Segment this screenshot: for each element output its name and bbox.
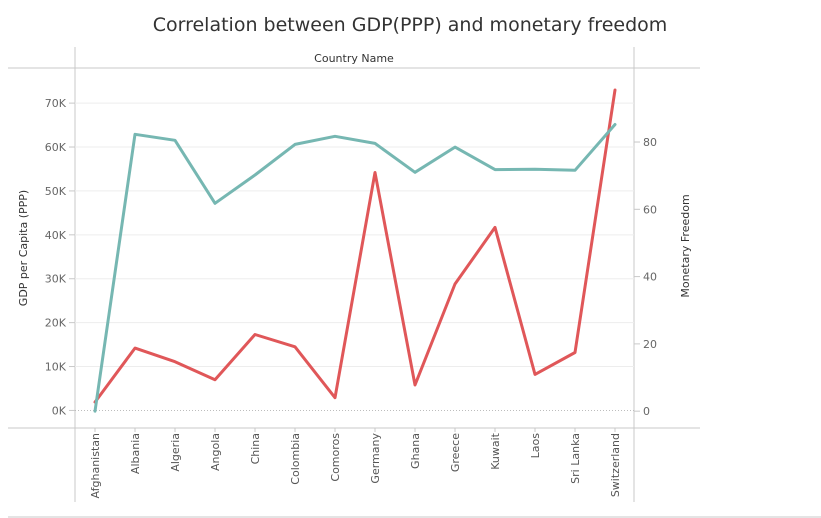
monetary-freedom-point: [494, 168, 497, 171]
column-header: Country Name: [314, 52, 394, 65]
gdp-point: [534, 373, 537, 376]
category-label: Ghana: [409, 433, 422, 469]
gdp-point: [294, 345, 297, 348]
category-label: Albania: [129, 433, 142, 474]
category-label: Switzerland: [609, 433, 622, 497]
right-tick-label: 40: [643, 271, 657, 284]
monetary-freedom-point: [174, 139, 177, 142]
category-label: Laos: [529, 433, 542, 459]
category-label: Comoros: [329, 433, 342, 482]
gdp-point: [494, 226, 497, 229]
monetary-freedom-point: [294, 143, 297, 146]
gdp-point: [214, 378, 217, 381]
chart-title: Correlation between GDP(PPP) and monetar…: [153, 14, 668, 36]
monetary-freedom-point: [254, 173, 257, 176]
category-label: Greece: [449, 433, 462, 472]
category-label: Sri Lanka: [569, 433, 582, 484]
gridlines: [75, 102, 634, 411]
category-label: Colombia: [289, 433, 302, 485]
gdp-point: [414, 383, 417, 386]
category-label: Afghanistan: [89, 433, 102, 499]
series-layer: [93, 88, 617, 413]
left-axis-ticks: 0K 10K 20K 30K 40K 50K 60K 70K: [45, 97, 75, 417]
left-tick-label: 70K: [45, 97, 67, 110]
category-label: Kuwait: [489, 432, 502, 469]
right-tick-label: 0: [643, 405, 650, 418]
monetary-freedom-point: [134, 133, 137, 136]
right-tick-label: 80: [643, 136, 657, 149]
category-label: China: [249, 433, 262, 464]
left-axis-title: GDP per Capita (PPP): [17, 190, 30, 306]
gdp-series-line: [93, 88, 617, 404]
category-label: Germany: [369, 433, 382, 484]
left-tick-label: 20K: [45, 317, 67, 330]
right-tick-label: 60: [643, 203, 657, 216]
monetary-freedom-point: [454, 146, 457, 149]
gdp-point: [174, 360, 177, 363]
monetary-freedom-point: [414, 171, 417, 174]
plot-frame: [8, 47, 821, 518]
monetary-freedom-point: [614, 123, 617, 126]
left-tick-label: 40K: [45, 229, 67, 242]
left-tick-label: 60K: [45, 141, 67, 154]
left-tick-label: 10K: [45, 361, 67, 374]
gdp-point: [334, 396, 337, 399]
monetary-freedom-point: [534, 168, 537, 171]
monetary-freedom-point: [374, 142, 377, 145]
left-tick-label: 50K: [45, 185, 67, 198]
category-labels: Afghanistan Albania Algeria Angola China Colo…: [89, 428, 622, 498]
monetary-freedom-point: [94, 410, 97, 413]
monetary-freedom-point: [574, 169, 577, 172]
gdp-point: [254, 333, 257, 336]
gdp-point: [574, 351, 577, 354]
gdp-point: [614, 88, 617, 91]
right-tick-label: 20: [643, 338, 657, 351]
category-label: Angola: [209, 433, 222, 471]
left-tick-label: 30K: [45, 273, 67, 286]
monetary-freedom-point: [214, 202, 217, 205]
gdp-point: [374, 171, 377, 174]
left-tick-label: 0K: [52, 404, 67, 417]
gdp-point: [454, 283, 457, 286]
category-label: Algeria: [169, 433, 182, 472]
monetary-freedom-series-line: [93, 123, 617, 413]
right-axis-ticks: 0 20 40 60 80: [634, 136, 657, 418]
monetary-freedom-point: [334, 135, 337, 138]
right-axis-title: Monetary Freedom: [679, 194, 692, 297]
gdp-point: [134, 347, 137, 350]
